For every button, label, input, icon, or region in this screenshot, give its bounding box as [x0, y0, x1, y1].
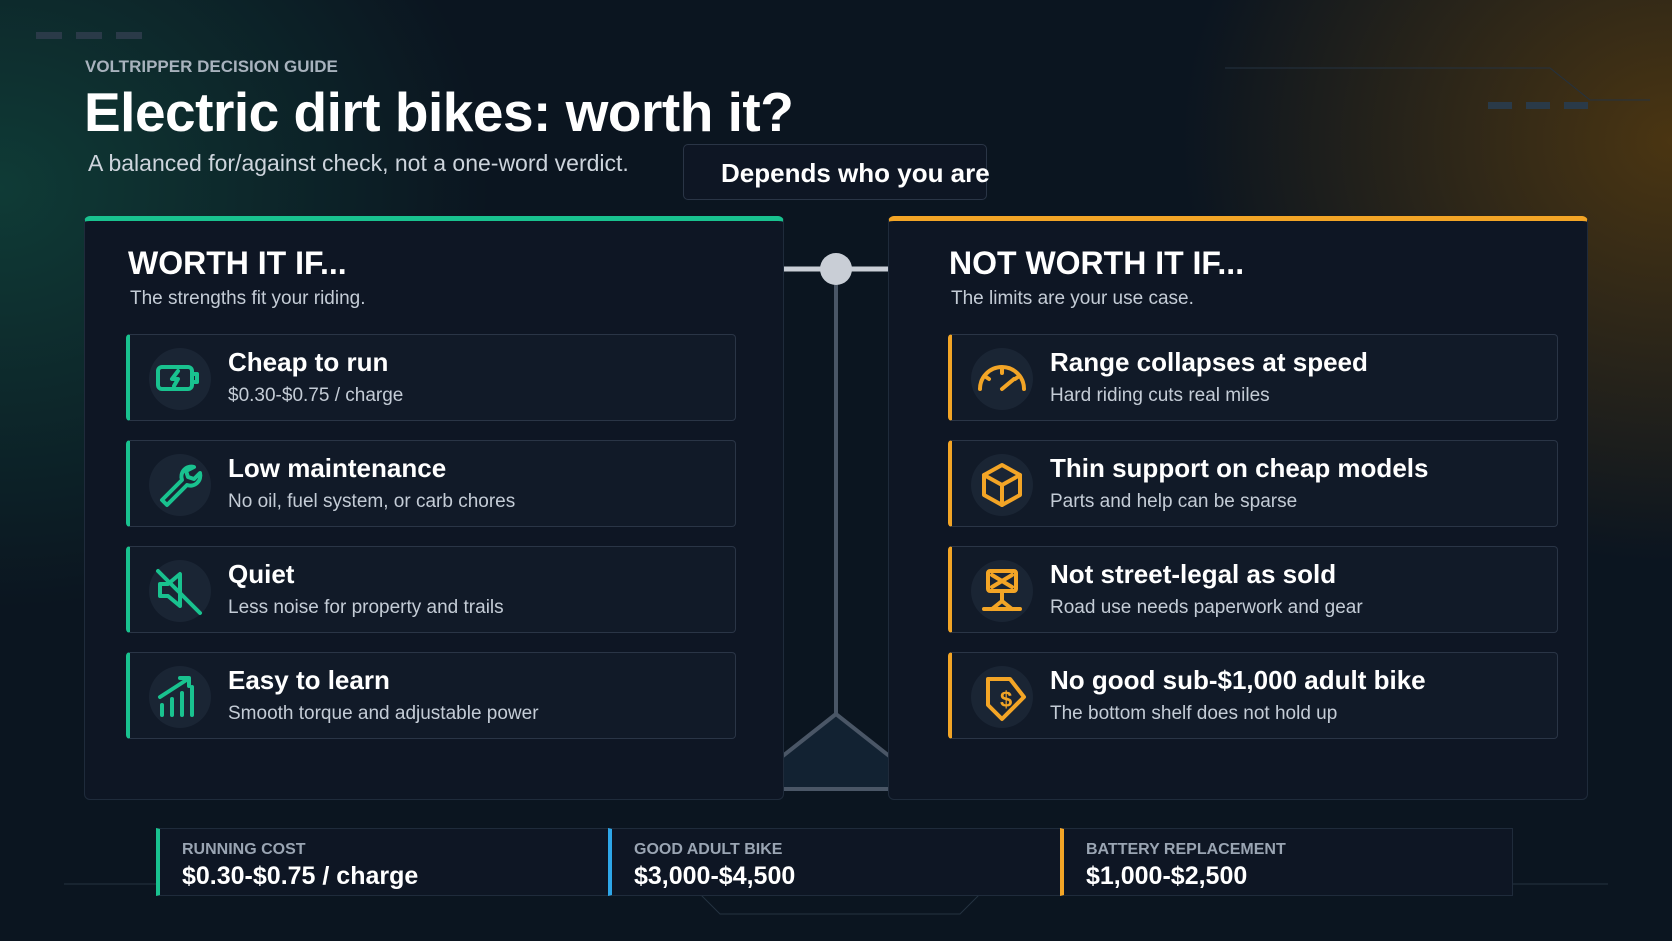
icon — [971, 454, 1033, 516]
svg-text:$: $ — [1000, 687, 1012, 712]
item-card: Cheap to run $0.30-$0.75 / charge — [126, 334, 736, 421]
item-detail: $0.30-$0.75 / charge — [228, 385, 404, 406]
item-detail: No oil, fuel system, or carb chores — [228, 491, 516, 512]
item-card: Quiet Less noise for property and trails — [126, 546, 736, 633]
stat-label: BATTERY REPLACEMENT — [1086, 841, 1286, 858]
item-detail: Less noise for property and trails — [228, 597, 504, 618]
icon — [149, 454, 211, 516]
icon — [971, 560, 1033, 622]
panel-heading: WORTH IT IF... — [128, 245, 347, 281]
stat-value: $3,000-$4,500 — [634, 862, 796, 890]
item-title: Range collapses at speed — [1050, 347, 1368, 377]
icon — [149, 560, 211, 622]
stat-value: $0.30-$0.75 / charge — [182, 862, 419, 890]
stat: BATTERY REPLACEMENT $1,000-$2,500 — [1060, 828, 1513, 896]
item-card: Range collapses at speed Hard riding cuts… — [948, 334, 1558, 421]
item-title: Thin support on cheap models — [1050, 453, 1429, 483]
item-detail: Parts and help can be sparse — [1050, 491, 1298, 512]
icon — [149, 666, 211, 728]
title: Electric dirt bikes: worth it? — [84, 81, 794, 143]
panel-heading: NOT WORTH IT IF... — [949, 245, 1245, 281]
stat-label: GOOD ADULT BIKE — [634, 841, 783, 858]
eyebrow: VOLTRIPPER DECISION GUIDE — [85, 57, 338, 76]
icon — [971, 348, 1033, 410]
item-card: $ No good sub-$1,000 adult bike The bottom… — [948, 652, 1558, 739]
item-title: Easy to learn — [228, 665, 390, 695]
item-detail: Smooth torque and adjustable power — [228, 703, 539, 724]
item-detail: Hard riding cuts real miles — [1050, 385, 1270, 406]
subtitle: A balanced for/against check, not a one-… — [88, 150, 629, 176]
stat: RUNNING COST $0.30-$0.75 / charge — [156, 828, 609, 896]
item-detail: The bottom shelf does not hold up — [1050, 703, 1338, 724]
verdict-badge: Depends who you are — [683, 144, 990, 200]
item-title: Cheap to run — [228, 347, 389, 377]
item-card: Not street-legal as sold Road use needs p… — [948, 546, 1558, 633]
stat-label: RUNNING COST — [182, 841, 306, 858]
panel-subheading: The limits are your use case. — [951, 288, 1194, 309]
item-title: Not street-legal as sold — [1050, 559, 1337, 589]
item-card: Easy to learn Smooth torque and adjustabl… — [126, 652, 736, 739]
panel-subheading: The strengths fit your riding. — [130, 288, 366, 309]
icon — [149, 348, 211, 410]
item-detail: Road use needs paperwork and gear — [1050, 597, 1363, 618]
stat-value: $1,000-$2,500 — [1086, 862, 1248, 890]
item-card: Low maintenance No oil, fuel system, or c… — [126, 440, 736, 527]
item-title: No good sub-$1,000 adult bike — [1050, 665, 1426, 695]
item-title: Low maintenance — [228, 453, 447, 483]
icon: $ — [971, 666, 1033, 728]
item-card: Thin support on cheap models Parts and he… — [948, 440, 1558, 527]
stat: GOOD ADULT BIKE $3,000-$4,500 — [608, 828, 1061, 896]
item-title: Quiet — [228, 559, 295, 589]
